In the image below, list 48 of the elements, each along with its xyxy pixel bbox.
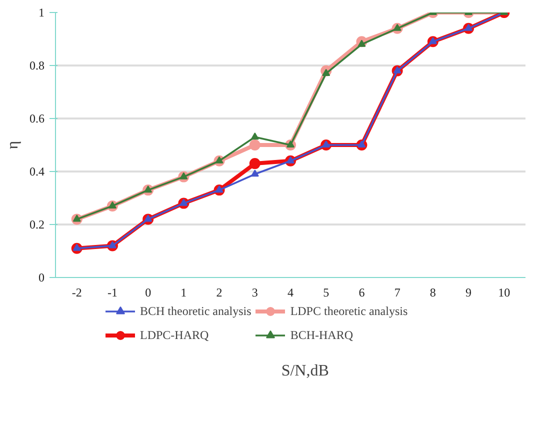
point (358, 140, 366, 148)
point (322, 140, 330, 148)
y-tick-label: 0 (38, 270, 44, 284)
y-tick-label: 0.6 (30, 112, 44, 126)
point (393, 24, 402, 31)
point (464, 24, 473, 31)
y-axis-title: η (4, 140, 22, 150)
x-axis-title: S/N,dB (281, 362, 329, 380)
x-tick-label: 1 (180, 286, 187, 300)
x-tick-label: -1 (107, 286, 118, 300)
x-tick-label: 3 (252, 286, 258, 300)
legend-label: LDPC theoretic analysis (290, 304, 408, 318)
point (180, 172, 188, 180)
point (215, 186, 224, 193)
point (322, 68, 330, 76)
legend-label: BCH-HARQ (290, 328, 353, 342)
y-tick-label: 1 (38, 6, 44, 20)
x-tick-label: 9 (466, 286, 472, 300)
point (72, 244, 81, 251)
point (108, 201, 116, 208)
point (249, 158, 260, 170)
x-tick-label: 6 (358, 286, 365, 300)
point (428, 37, 437, 44)
x-tick-label: 4 (288, 286, 294, 300)
x-tick-label: 0 (145, 286, 152, 300)
x-tick-label: 8 (430, 286, 436, 300)
point (358, 40, 366, 47)
point (215, 156, 224, 164)
x-tick-label: -2 (72, 286, 82, 300)
point (250, 170, 259, 177)
y-tick-label: 0.8 (30, 58, 44, 72)
point (249, 140, 260, 150)
point (144, 186, 152, 193)
point (180, 198, 188, 206)
y-tick-label: 0.4 (30, 164, 44, 178)
x-tick-label: 2 (216, 286, 222, 300)
point (144, 214, 152, 222)
point (286, 140, 294, 148)
point (108, 241, 116, 248)
x-tick-label: 5 (323, 286, 330, 300)
legend-label: BCH theoretic analysis (140, 304, 252, 318)
point (393, 66, 402, 74)
point (72, 214, 81, 222)
point (250, 132, 259, 140)
legend-label: LDPC-HARQ (140, 328, 209, 342)
x-tick-label: 10 (498, 286, 510, 300)
y-tick-label: 0.2 (30, 218, 44, 232)
x-tick-label: 7 (394, 286, 400, 300)
